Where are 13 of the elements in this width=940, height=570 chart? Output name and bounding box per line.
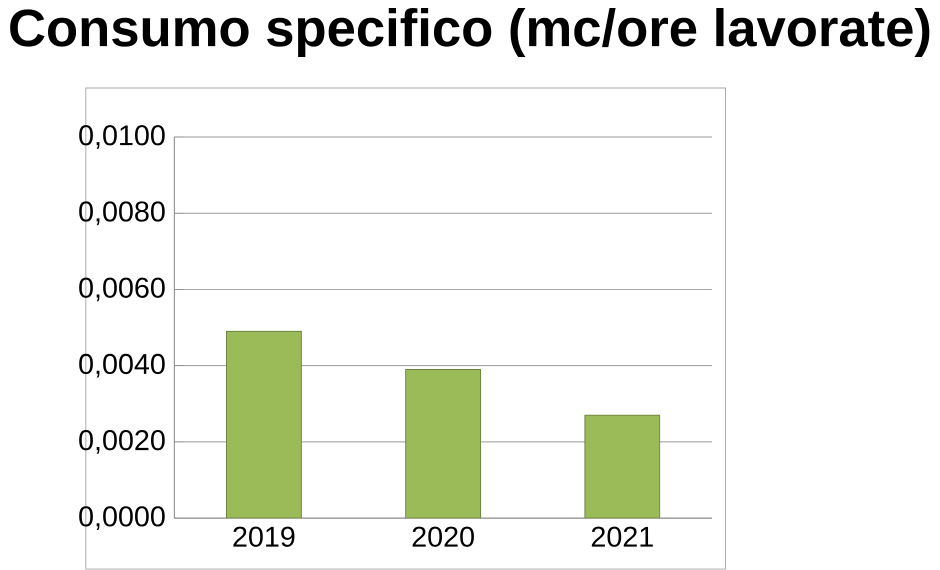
- x-tick-label: 2020: [412, 526, 474, 548]
- bar: [405, 369, 482, 518]
- x-tick-label: 2019: [233, 526, 294, 548]
- y-tick-label: 0,0080: [79, 202, 165, 226]
- y-tick-label: 0,0100: [79, 125, 165, 150]
- y-tick-label: 0,0020: [79, 430, 165, 454]
- x-tick-label: 2021: [592, 526, 653, 548]
- chart-title: Consumo specifico (mc/ore lavorate): [10, 8, 930, 58]
- y-tick-label: 0,0060: [79, 278, 165, 302]
- y-tick-label: 0,0000: [79, 506, 165, 530]
- y-tick-label: 0,0040: [79, 354, 165, 378]
- bar: [226, 331, 302, 518]
- bar: [584, 414, 660, 518]
